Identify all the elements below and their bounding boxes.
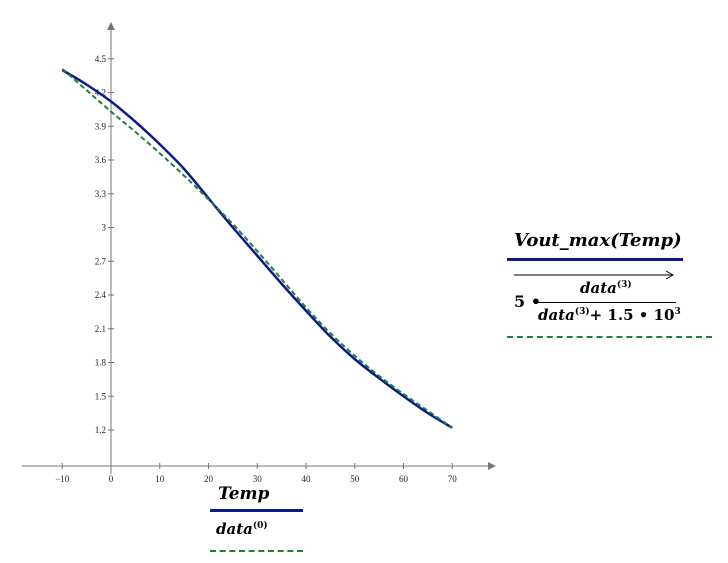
y-tick-label: 3.3 (95, 189, 107, 199)
expr-den-sup: (3) (574, 307, 590, 317)
legend-right-series2-swatch (507, 336, 712, 338)
y-tick-label: 4.5 (95, 54, 107, 64)
legend-right-series1-swatch (507, 258, 683, 261)
x-tick-label: 0 (109, 474, 114, 484)
y-axis-arrow (107, 22, 115, 30)
series-data-ratio-line (61, 68, 453, 429)
chart-ticks: −10 0 10 20 30 40 50 60 70 1.2 1.5 1.8 2.1 2.4 2.7 3 3.3… (55, 54, 457, 484)
legend-data-label: data(0) (216, 520, 268, 538)
x-tick-label: −10 (55, 474, 70, 484)
y-tick-label: 3.6 (95, 155, 107, 165)
func-sub: out_max (526, 230, 611, 251)
y-tick-label: 1.2 (95, 425, 106, 435)
expr-num-base: data (580, 279, 617, 297)
func-name: V (514, 230, 527, 251)
x-tick-label: 10 (155, 474, 165, 484)
expr-fraction-bar (537, 302, 676, 303)
y-tick-label: 3.9 (95, 121, 107, 131)
x-tick-label: 50 (350, 474, 360, 484)
y-tick-label: 2.7 (95, 256, 107, 266)
x-tick-label: 30 (253, 474, 263, 484)
func-arg: (Temp) (610, 230, 682, 251)
legend-series1-swatch (210, 509, 303, 512)
y-tick-label: 2.4 (95, 290, 107, 300)
y-tick-label: 1.8 (95, 358, 107, 368)
series-vout-max-line (61, 68, 453, 429)
x-tick-label: 60 (399, 474, 409, 484)
expr-coef: 5 (514, 292, 526, 311)
legend-series2-swatch (210, 550, 303, 552)
x-tick-label: 70 (448, 474, 458, 484)
expr-denominator: data(3)+ 1.5 • 103 (538, 306, 681, 324)
x-tick-label: 40 (302, 474, 312, 484)
legend-function-label: Vout_max(Temp) (514, 230, 682, 251)
x-tick-label: 20 (204, 474, 214, 484)
y-tick-label: 1.5 (95, 391, 107, 401)
legend-x-label: Temp (218, 484, 269, 504)
expr-coefficient: 5 • (514, 292, 541, 311)
expr-den-base: data (538, 306, 575, 324)
x-axis-arrow (488, 462, 496, 470)
expr-den-rest: + 1.5 • 10 (589, 306, 675, 324)
y-tick-label: 3 (102, 223, 107, 233)
y-tick-label: 2.1 (95, 324, 106, 334)
legend-data-label-sup: (0) (252, 521, 268, 531)
expr-den-exp: 3 (674, 307, 681, 317)
legend-x-label-text: Temp (218, 484, 270, 504)
expr-numerator: data(3) (580, 279, 632, 297)
legend-data-label-base: data (216, 520, 253, 538)
expr-num-sup: (3) (616, 280, 632, 290)
vectorize-arrow (514, 270, 675, 280)
chart-axes (22, 22, 496, 474)
chart-series (61, 68, 453, 429)
